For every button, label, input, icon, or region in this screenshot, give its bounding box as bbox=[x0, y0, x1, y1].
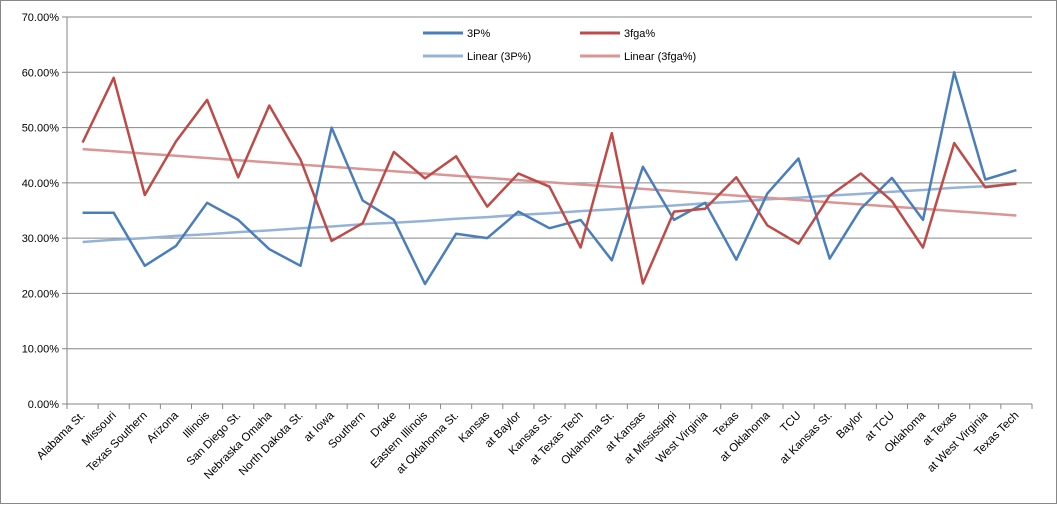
series-line-linear-3p bbox=[82, 182, 1017, 244]
y-tick-label: 20.00% bbox=[22, 288, 60, 300]
y-tick-label: 60.00% bbox=[22, 67, 60, 79]
y-tick-label: 0.00% bbox=[28, 399, 59, 411]
legend-label-linear-3p: Linear (3P%) bbox=[467, 51, 531, 63]
legend: 3P% 3fga% Linear (3P%) Linear (3fga%) bbox=[423, 28, 696, 63]
y-tick-label: 10.00% bbox=[22, 344, 60, 356]
series-lines bbox=[81, 71, 1017, 286]
gridlines bbox=[67, 16, 1032, 350]
legend-label-3p: 3P% bbox=[467, 28, 490, 40]
legend-label-3fga: 3fga% bbox=[624, 28, 655, 40]
y-tick-label: 70.00% bbox=[22, 12, 60, 24]
series-line-3p bbox=[82, 71, 1017, 286]
legend-label-linear-3fga: Linear (3fga%) bbox=[624, 51, 696, 63]
series-line-3fga bbox=[81, 76, 1017, 285]
y-tick-label: 30.00% bbox=[22, 233, 60, 245]
series-line-linear-3fga bbox=[82, 147, 1017, 217]
y-tick-label: 40.00% bbox=[22, 178, 60, 190]
y-tick-label: 50.00% bbox=[22, 123, 60, 135]
